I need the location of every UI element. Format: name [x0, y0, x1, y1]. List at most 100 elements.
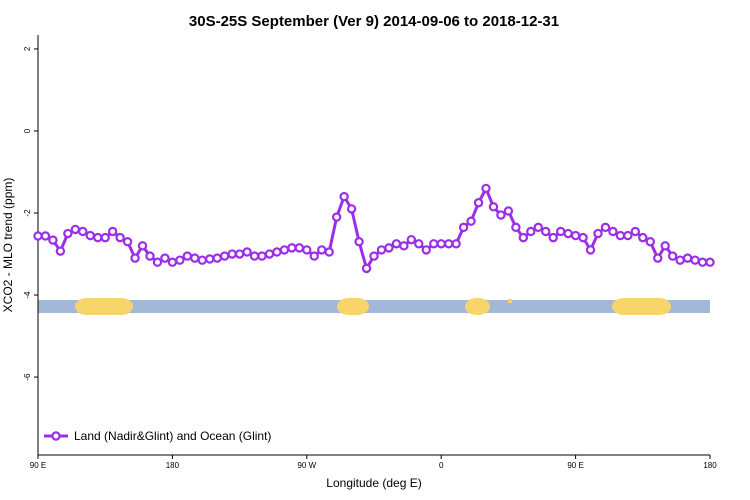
data-point — [526, 226, 536, 237]
data-point — [578, 232, 588, 243]
data-point — [257, 251, 267, 261]
data-point — [107, 226, 118, 237]
x-axis-label: Longitude (deg E) — [326, 476, 421, 490]
data-point — [541, 226, 551, 237]
data-point — [242, 247, 252, 257]
data-point — [115, 232, 125, 243]
legend-marker — [51, 431, 61, 441]
data-point — [205, 254, 215, 264]
data-point — [533, 222, 543, 233]
data-point — [302, 245, 312, 255]
x-tick-label: 90 W — [297, 461, 316, 470]
data-point — [436, 239, 446, 249]
data-point — [488, 202, 499, 212]
data-point — [496, 210, 506, 220]
data-point — [615, 230, 626, 241]
data-point — [249, 251, 260, 261]
data-point — [48, 235, 58, 245]
data-point — [33, 231, 43, 241]
data-point — [608, 226, 618, 237]
data-point — [294, 243, 305, 253]
data-point — [354, 237, 364, 247]
data-point — [630, 226, 641, 237]
x-tick-label: 180 — [166, 461, 180, 470]
data-point — [563, 228, 573, 239]
y-tick-label: -6 — [23, 373, 32, 381]
data-point — [317, 245, 327, 255]
y-tick-label: 2 — [23, 46, 32, 51]
data-point — [697, 257, 708, 267]
data-point — [473, 198, 484, 208]
data-point — [466, 216, 476, 226]
land-band — [465, 298, 490, 315]
data-point — [212, 253, 222, 263]
data-point — [279, 245, 290, 255]
land-band — [75, 298, 133, 315]
data-point — [555, 226, 566, 237]
data-point — [339, 191, 349, 202]
data-point — [705, 257, 715, 267]
data-point — [85, 230, 95, 241]
data-point — [182, 251, 193, 261]
data-point — [197, 255, 207, 265]
data-point — [70, 224, 81, 235]
x-tick-label: 90 E — [567, 461, 583, 470]
chart-title: 30S-25S September (Ver 9) 2014-09-06 to … — [189, 13, 559, 30]
data-point — [324, 247, 334, 257]
data-point — [55, 246, 66, 256]
legend-label: Land (Nadir&Glint) and Ocean (Glint) — [74, 429, 271, 443]
data-point — [645, 237, 655, 247]
data-point — [399, 241, 409, 251]
data-point — [160, 253, 170, 263]
data-point — [518, 232, 529, 243]
data-point — [511, 222, 521, 233]
data-point — [458, 222, 469, 233]
x-tick-label: 90 E — [30, 461, 46, 470]
data-point — [481, 183, 491, 194]
data-point — [548, 232, 558, 243]
data-point — [63, 228, 73, 239]
data-point — [421, 245, 431, 255]
data-point — [384, 243, 394, 253]
data-point — [667, 251, 678, 261]
data-point — [406, 234, 417, 245]
data-point — [593, 228, 603, 239]
data-point — [227, 249, 237, 259]
data-point — [309, 251, 319, 261]
ocean-band — [38, 300, 710, 313]
data-point — [287, 243, 297, 253]
data-point — [100, 232, 110, 243]
data-point — [369, 251, 379, 261]
data-point — [137, 241, 148, 251]
data-point — [93, 232, 103, 243]
data-point — [675, 255, 685, 265]
data-point — [623, 230, 633, 241]
data-point — [660, 241, 670, 251]
y-tick-label: -4 — [23, 291, 32, 299]
data-point — [190, 253, 200, 263]
y-tick-label: -2 — [23, 209, 32, 217]
data-point — [570, 230, 581, 241]
x-tick-label: 0 — [439, 461, 444, 470]
data-point — [130, 253, 140, 263]
data-point — [40, 231, 51, 241]
land-band — [508, 299, 512, 303]
legend: Land (Nadir&Glint) and Ocean (Glint) — [44, 429, 271, 443]
data-point — [234, 249, 245, 259]
data-point — [653, 253, 663, 263]
surface-band — [38, 298, 710, 315]
data-point — [682, 253, 693, 263]
data-point — [264, 249, 275, 259]
data-point — [167, 257, 178, 267]
data-point — [152, 257, 163, 267]
data-point — [376, 245, 387, 255]
data-point — [122, 237, 133, 247]
data-point — [175, 255, 185, 265]
data-point — [346, 204, 357, 214]
data-point — [219, 251, 230, 261]
data-point — [690, 255, 700, 265]
data-point — [600, 222, 611, 233]
data-point — [331, 212, 342, 222]
